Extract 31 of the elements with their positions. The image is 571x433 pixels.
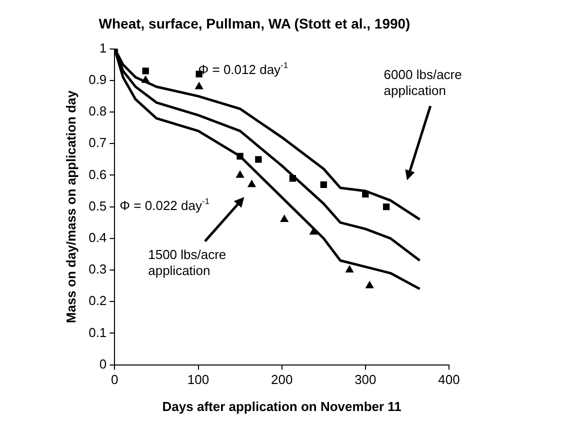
annotation: 1500 lbs/acre application (148, 246, 226, 278)
x-tick-label: 300 (354, 372, 376, 388)
y-axis-title: Mass on day/mass on application day (63, 90, 78, 324)
y-tick-label: 0.6 (88, 166, 107, 182)
y-tick-label: 0.2 (88, 293, 107, 308)
y-tick-label: 0.4 (88, 230, 107, 245)
point (142, 68, 149, 74)
point (346, 266, 354, 272)
x-tick-label: 200 (270, 372, 293, 388)
point (320, 181, 327, 188)
x-axis-title: Days after application on November 11 (162, 398, 402, 414)
point (195, 82, 204, 90)
y-tick-label: 0.3 (88, 262, 107, 277)
x-tick-label: 400 (438, 372, 460, 388)
y-tick-label: 0.7 (88, 135, 107, 150)
annotation: 6000 lbs/acre application (384, 66, 462, 98)
point (255, 156, 262, 163)
y-tick-label: 0 (99, 356, 107, 372)
y-tick-label: 0.9 (88, 72, 107, 87)
y-tick-label: 0.1 (88, 324, 107, 340)
point (366, 281, 374, 288)
y-tick-label: 0.5 (88, 198, 107, 214)
point (280, 214, 288, 222)
x-tick-label: 100 (187, 372, 210, 388)
point (248, 180, 256, 188)
y-tick-label: 0.8 (88, 104, 107, 119)
chart-title: Wheat, surface, Pullman, WA (Stott et al., 1990) (98, 15, 410, 32)
point (382, 203, 390, 210)
y-tick-label: 1 (99, 40, 107, 56)
point (236, 170, 244, 178)
x-tick-label: 0 (111, 372, 118, 388)
